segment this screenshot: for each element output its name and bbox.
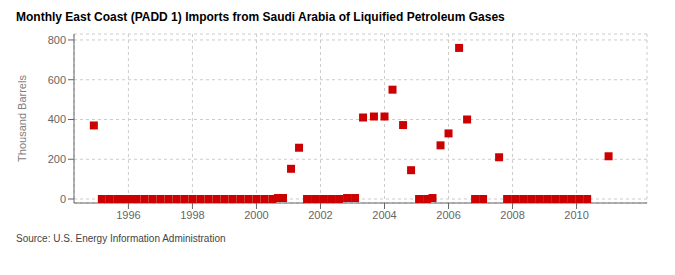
svg-text:2004: 2004 — [372, 209, 396, 221]
svg-text:800: 800 — [48, 34, 66, 46]
svg-text:2010: 2010 — [564, 209, 588, 221]
html-text:Monthly East Coast (PADD 1) Im: Monthly East Coast (PADD 1) Imports from… — [16, 10, 505, 24]
svg-text:2006: 2006 — [436, 209, 460, 221]
html-text:Source: U.S. Energy Informatio: Source: U.S. Energy Information Administ… — [16, 233, 226, 244]
svg-text:1996: 1996 — [116, 209, 140, 221]
svg-text:Thousand Barrels: Thousand Barrels — [16, 75, 28, 162]
svg-text:1998: 1998 — [180, 209, 204, 221]
svg-text:2008: 2008 — [500, 209, 524, 221]
svg-text:600: 600 — [48, 74, 66, 86]
svg-text:400: 400 — [48, 113, 66, 125]
svg-text:2002: 2002 — [308, 209, 332, 221]
svg-text:2000: 2000 — [244, 209, 268, 221]
svg-text:0: 0 — [60, 193, 66, 205]
svg-text:200: 200 — [48, 153, 66, 165]
